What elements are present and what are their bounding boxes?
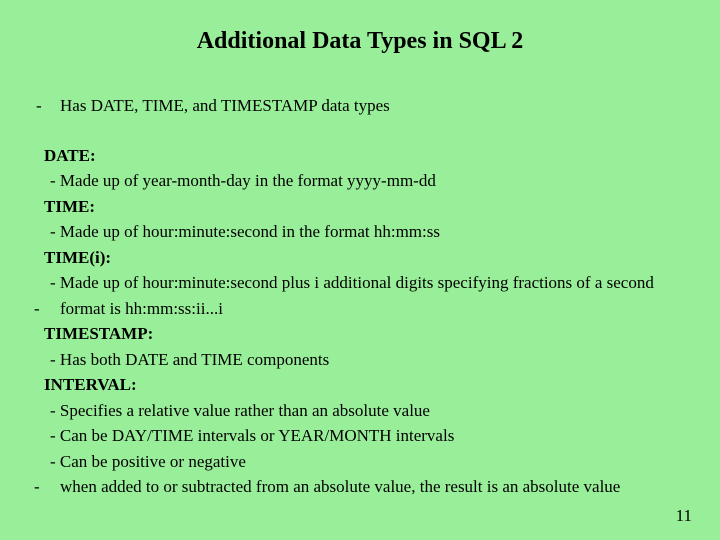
timei-block: TIME(i): - Made up of hour:minute:second… <box>34 245 686 296</box>
interval-line-4: when added to or subtracted from an abso… <box>44 474 686 500</box>
timei-line-2-row: - format is hh:mm:ss:ii...i <box>34 296 686 322</box>
interval-line-4-row: - when added to or subtracted from an ab… <box>34 474 686 500</box>
time-header: TIME: <box>44 194 686 220</box>
slide-title: Additional Data Types in SQL 2 <box>34 28 686 55</box>
timei-line-2: format is hh:mm:ss:ii...i <box>44 296 686 322</box>
time-line-1: - Made up of hour:minute:second in the f… <box>44 219 686 245</box>
timestamp-header: TIMESTAMP: <box>44 321 686 347</box>
spacer <box>34 119 686 143</box>
timestamp-line-1: - Has both DATE and TIME components <box>44 347 686 373</box>
page-number: 11 <box>676 506 692 526</box>
bullet-dash: - <box>34 93 60 119</box>
interval-block: INTERVAL: - Specifies a relative value r… <box>34 372 686 474</box>
slide: Additional Data Types in SQL 2 - Has DAT… <box>0 0 720 540</box>
interval-line-2: - Can be DAY/TIME intervals or YEAR/MONT… <box>44 423 686 449</box>
interval-header: INTERVAL: <box>44 372 686 398</box>
timei-line-1: - Made up of hour:minute:second plus i a… <box>44 270 686 296</box>
date-line-1: - Made up of year-month-day in the forma… <box>44 168 686 194</box>
date-header: DATE: <box>44 143 686 169</box>
date-block: DATE: - Made up of year-month-day in the… <box>34 143 686 194</box>
timestamp-block: TIMESTAMP: - Has both DATE and TIME comp… <box>34 321 686 372</box>
bullet-dash: - <box>34 296 44 322</box>
bullet-dash: - <box>34 474 44 500</box>
interval-line-1: - Specifies a relative value rather than… <box>44 398 686 424</box>
timei-header: TIME(i): <box>44 245 686 271</box>
time-block: TIME: - Made up of hour:minute:second in… <box>34 194 686 245</box>
bullet-item-1: - Has DATE, TIME, and TIMESTAMP data typ… <box>34 93 686 119</box>
bullet-text: Has DATE, TIME, and TIMESTAMP data types <box>60 93 686 119</box>
interval-line-3: - Can be positive or negative <box>44 449 686 475</box>
